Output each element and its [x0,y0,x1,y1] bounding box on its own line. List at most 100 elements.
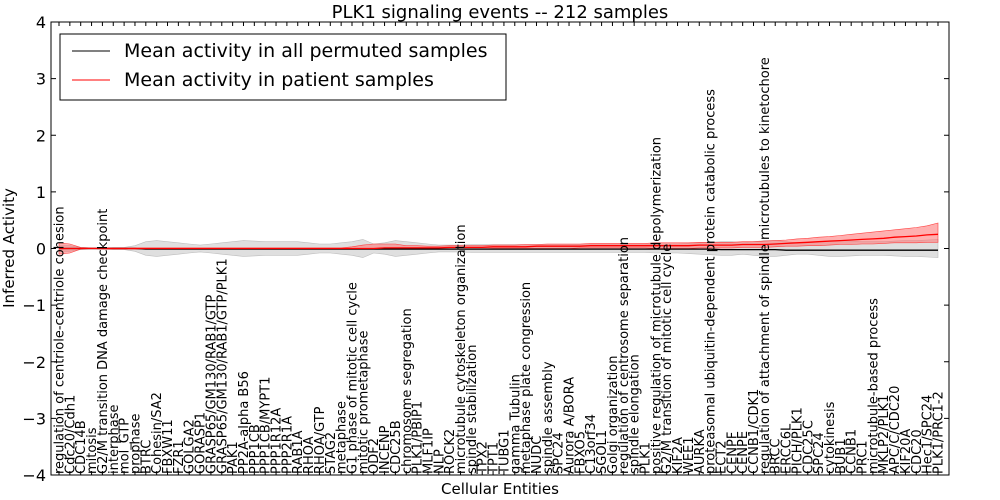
x-tick-label: G2/M transition DNA damage checkpoint [96,209,111,474]
y-tick-label: 0 [36,240,46,259]
x-tick-label: ERCC6L [780,423,795,474]
x-tick-label: RHOA [302,436,317,474]
x-tick-label: PICH/PLK1 [790,407,805,474]
x-tick-label: FBXW11 [161,419,176,474]
x-tick-label: regulation of centrosome separation [617,237,632,474]
series-line-patient [59,233,939,250]
x-tick-label: BTRC [139,440,154,474]
x-tick-label: SGOL1 [595,430,610,474]
x-axis-label: Cellular Entities [441,480,559,498]
x-tick-label: mol_GTP [118,418,133,474]
x-tick-label: spindle stabilization [465,345,480,475]
x-tick-label: CENPE [736,431,751,474]
legend-label-permuted: Mean activity in all permuted samples [124,40,487,62]
y-tick-label: −1 [22,296,46,315]
chart-title: PLK1 signaling events -- 212 samples [332,2,669,23]
x-tick-label: microtubule-based process [866,298,881,474]
x-tick-label: RHOA/GTP [313,406,328,474]
x-tick-label: PPP1CB/MYPT1 [259,377,274,474]
x-tick-label: PLK1 [639,442,654,474]
x-tick-label: microtubule cytoskeleton organization [454,224,469,474]
x-tick-label: cytokinesis [823,401,838,474]
x-tick-label: chromosome segregation [400,308,415,474]
x-tick-label: MKLP2/PLK1 [877,395,892,474]
x-tick-label: spindle assembly [541,361,556,474]
y-tick-label: −4 [22,466,46,485]
y-tick-label: 2 [36,126,46,145]
x-tick-label: Aurora A/BORA [563,377,578,474]
x-tick-label: PP2A-alpha B56 [237,371,252,474]
x-tick-label: STAG2 [324,432,339,474]
x-tick-label: CCNB1/CDK1 [747,389,762,474]
x-tick-label: CCNB1 [845,429,860,474]
y-axis-label: Inferred Activity [0,188,18,308]
x-tick-label: NLP [432,449,447,474]
x-tick-label: BRCC [769,439,784,474]
x-tick-label: Golgi organization [606,356,621,474]
x-tick-label: AURKA [693,429,708,474]
x-tick-label: GOLGA2 [183,419,198,474]
x-tick-label: SPC24 [812,432,827,474]
y-tick-label: −3 [22,409,46,428]
x-tick-label: ECT2 [715,440,730,474]
x-tick-label: FBXO5 [573,431,588,474]
x-tick-label: CDC20 [910,429,925,474]
x-tick-label: PAK1 [226,441,241,474]
x-tick-label: KIF20A [899,429,914,474]
x-tick-label: C13orf34 [584,414,599,474]
x-tick-label: MLF1IP [422,428,437,474]
x-tick-label: TPX2 [476,441,491,475]
y-tick-label: 1 [36,183,46,202]
x-tick-label: PPP1CB [248,424,263,474]
x-tick-label: ROCK2 [443,429,458,474]
x-tick-label: GRASP65/GM130/RAB1/GTP [204,295,219,474]
x-tick-label: spindle elongation [628,354,643,474]
x-tick-label: GRASP65/GM130/RAB1/GTP/PLK1 [215,258,230,474]
x-tick-label: CDC25C [801,420,816,474]
x-tick-label: TUBG1 [497,430,512,476]
x-tick-label: interphase [107,404,122,474]
x-tick-label: G1 phase of mitotic cell cycle [346,282,361,474]
x-tick-label: regulation of centriole-centriole cohesi… [53,206,68,474]
x-tick-label: FZR1 [172,440,187,474]
x-tick-label: Cdc20/Cdh1 [63,395,78,474]
x-tick-label: proteasomal ubiquitin-dependent protein … [704,89,719,474]
x-tick-label: SPC24 [552,432,567,474]
x-tick-label: BUB1 [834,438,849,474]
y-tick-label: 3 [36,70,46,89]
x-tick-label: regulation of attachment of spindle micr… [758,57,773,474]
x-tick-label: RAB1A [291,430,306,474]
x-tick-label: ODF2 [367,438,382,474]
x-tick-label: CDC25B [389,420,404,474]
x-tick-label: positive regulation of microtubule depol… [649,137,664,474]
x-tick-label: PPP2R1A [280,416,295,474]
x-tick-label: WEE1 [682,436,697,474]
x-tick-label: metaphase [335,401,350,474]
legend-box [59,33,507,101]
x-tick-label: CDC14B [74,420,89,474]
x-tick-label: TPT1 [487,442,502,475]
x-tick-label: mitosis [85,427,100,474]
x-tick-label: Cohesin/SA2 [150,392,165,474]
x-tick-label: CENPF [725,432,740,474]
x-tick-label: PLK1/PBIP1 [411,401,426,474]
x-tick-label: KIF2A [671,437,686,474]
x-tick-label: gamma Tubulin [508,374,523,474]
x-tick-label: metaphase plate congression [519,282,534,474]
x-tick-label: INCENP [378,425,393,474]
x-tick-label: PLK1/PRC1-2 [932,391,947,474]
x-tick-label: mitotic prometaphase [356,330,371,474]
x-tick-label: GORASP1 [194,412,209,474]
x-tick-label: Hec1/SPC24 [921,395,936,474]
x-tick-label: PPP1R12A [270,408,285,474]
legend-label-patient: Mean activity in patient samples [124,69,434,91]
y-tick-label: 4 [36,13,46,32]
x-tick-label: NUDC [530,436,545,474]
x-tick-label: PRC1 [856,440,871,474]
x-tick-label: APC/C/CDC20 [888,386,903,474]
legend: Mean activity in all permuted samples Me… [59,33,507,101]
x-tick-label: G2/M transition of mitotic cell cycle [660,244,675,474]
y-tick-label: −2 [22,353,46,372]
x-tick-label: prophase [129,414,144,475]
